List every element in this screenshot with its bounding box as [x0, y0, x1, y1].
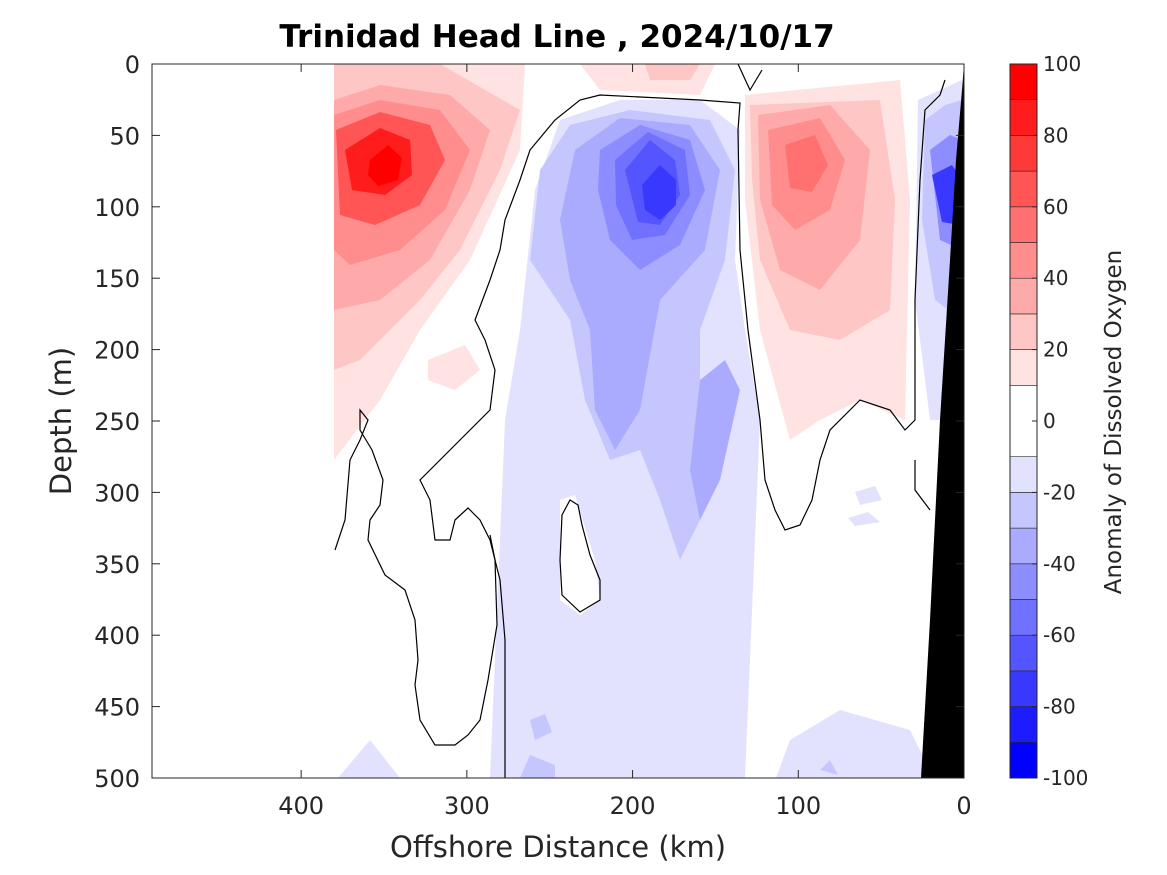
colorbar-tick-label: 100	[1043, 52, 1081, 76]
y-tick-label: 400	[94, 622, 140, 650]
y-tick-label: 150	[94, 265, 140, 293]
y-tick-label: 450	[94, 694, 140, 722]
colorbar-segment	[1009, 277, 1038, 315]
colorbar-label: Anomaly of Dissolved Oxygen	[1101, 250, 1127, 595]
colorbar-segment	[1009, 135, 1038, 172]
y-tick-label: 200	[94, 337, 140, 365]
x-tick-label: 0	[956, 792, 971, 820]
colorbar: -100 -80 -60 -40 -20 0 20 40 60 80 100	[1009, 52, 1088, 790]
y-tick-label: 500	[94, 765, 140, 793]
x-tick-label: 400	[278, 792, 324, 820]
zero-contour-island	[559, 499, 601, 613]
neg-small-patch-2	[848, 512, 880, 526]
neg-deep-patch-3	[520, 755, 555, 778]
colorbar-segment	[1009, 599, 1038, 636]
colorbar-segment	[1009, 170, 1038, 208]
y-tick-label: 250	[94, 408, 140, 436]
colorbar-segment	[1009, 349, 1038, 386]
colorbar-tick-label: -20	[1043, 480, 1076, 504]
y-tick-label: 50	[109, 122, 140, 150]
colorbar-tick-label: 80	[1043, 123, 1068, 147]
zero-contour-nearshore	[914, 460, 931, 511]
colorbar-segment	[1009, 313, 1038, 350]
zero-contour-offshore	[334, 408, 498, 746]
colorbar-segment	[1009, 741, 1038, 779]
y-tick-label: 300	[94, 479, 140, 507]
neg-small-patch	[855, 486, 882, 505]
colorbar-segment	[1009, 99, 1038, 136]
neg-deep-patch-4	[530, 714, 552, 740]
zero-contour-surface	[737, 64, 763, 92]
zero-contour-main	[419, 79, 946, 778]
y-axis: 0 50 100 150 200 250 300 350 400 450 500	[94, 51, 964, 793]
neg-core-main	[642, 165, 676, 220]
y-tick-label: 350	[94, 551, 140, 579]
neg-region-main-7	[690, 360, 740, 520]
colorbar-tick-label: -40	[1043, 552, 1076, 576]
pos-surface-patch-2	[645, 64, 700, 80]
colorbar-segment	[1009, 563, 1038, 600]
colorbar-tick-label: -80	[1043, 695, 1076, 719]
colorbar-segment	[1009, 527, 1038, 565]
anomaly-contours	[334, 64, 964, 778]
x-axis: 400 300 200 100 0	[278, 64, 972, 820]
y-axis-label: Depth (m)	[44, 347, 78, 495]
colorbar-tick-label: 20	[1043, 338, 1068, 362]
colorbar-tick-label: 0	[1043, 409, 1056, 433]
colorbar-segment	[1009, 63, 1038, 101]
colorbar-tick-label: 40	[1043, 266, 1068, 290]
zero-island	[560, 495, 600, 615]
x-tick-label: 300	[444, 792, 490, 820]
x-tick-label: 200	[610, 792, 656, 820]
bathymetry	[921, 64, 964, 778]
colorbar-tick-label: -60	[1043, 623, 1076, 647]
colorbar-segment	[1009, 634, 1038, 672]
pos-core-midshelf	[785, 135, 828, 192]
colorbar-segment	[1009, 242, 1038, 279]
colorbar-segment	[1009, 456, 1038, 493]
x-axis-label: Offshore Distance (km)	[390, 830, 726, 864]
pos-small-patch	[428, 345, 480, 390]
zero-contour-lines	[334, 64, 946, 778]
colorbar-segment	[1009, 706, 1038, 743]
y-tick-label: 0	[125, 51, 140, 79]
colorbar-tick-label: -100	[1043, 766, 1088, 790]
pos-core-offshore	[368, 145, 402, 186]
colorbar-segment	[1009, 206, 1038, 243]
y-tick-label: 100	[94, 194, 140, 222]
neg-deep-patch-5	[820, 760, 838, 775]
colorbar-tick-label: 60	[1043, 195, 1068, 219]
neg-deep-patch	[776, 710, 925, 778]
chart-title: Trinidad Head Line , 2024/10/17	[279, 19, 834, 55]
x-tick-label: 100	[775, 792, 821, 820]
colorbar-segment	[1009, 670, 1038, 707]
colorbar-segment	[1009, 492, 1038, 529]
plot-area: 400 300 200 100 0 0 50 100 150 200 250 300 350 400 45…	[94, 51, 971, 820]
neg-deep-patch-2	[338, 740, 400, 778]
